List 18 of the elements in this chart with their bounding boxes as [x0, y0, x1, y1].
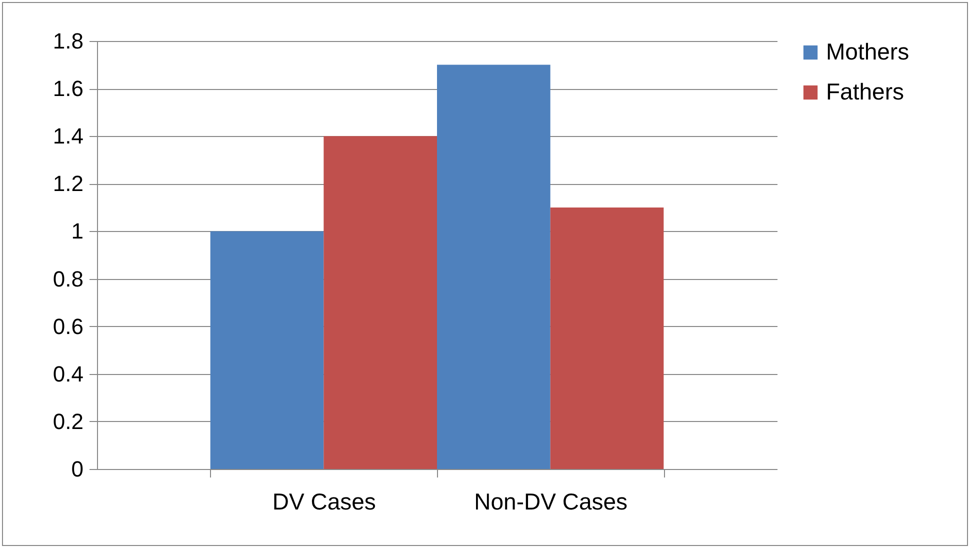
y-tick-label: 0: [71, 456, 84, 482]
y-tick-label: 0.8: [52, 266, 84, 292]
y-tick-label: 1.8: [52, 28, 84, 54]
x-tick-label: Non-DV Cases: [474, 488, 628, 514]
y-tick-label: 1.2: [52, 171, 84, 196]
bar: [324, 136, 437, 469]
bar: [550, 207, 664, 469]
y-tick-label: 1.4: [52, 124, 84, 149]
y-tick-label: 1.6: [52, 76, 84, 102]
bar: [437, 64, 550, 469]
y-tick-label: 0.6: [52, 314, 84, 339]
legend-label: Mothers: [826, 38, 910, 64]
y-tick-label: 0.4: [52, 361, 84, 386]
legend-label: Fathers: [826, 78, 904, 104]
x-tick-label: DV Cases: [272, 488, 376, 514]
y-tick-label: 0.2: [52, 408, 84, 434]
bar: [210, 231, 324, 469]
y-tick-label: 1: [71, 218, 84, 244]
